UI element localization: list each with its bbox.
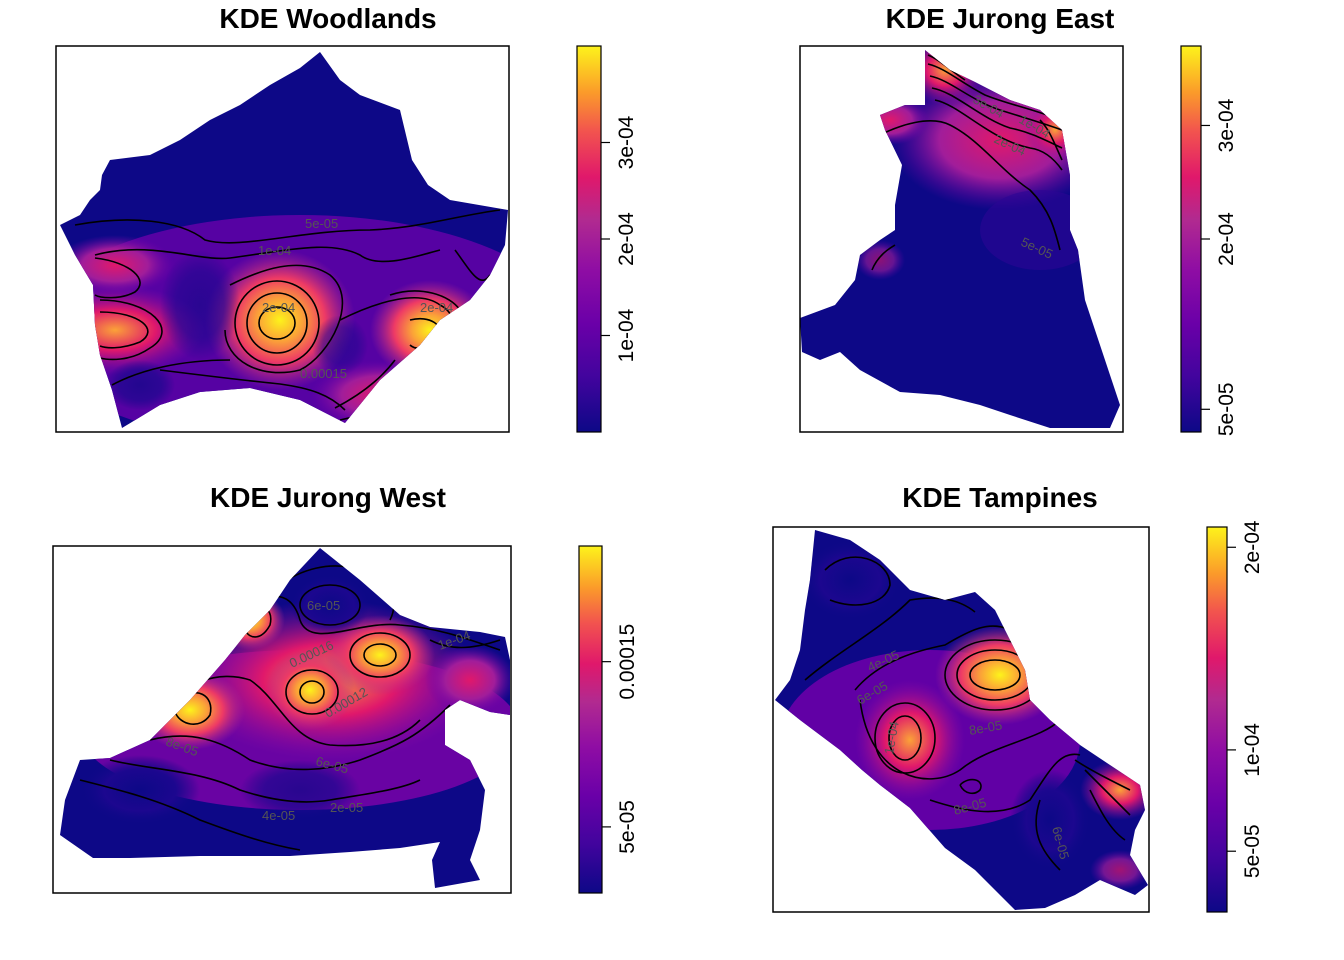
colorbar-gradient (578, 545, 603, 894)
density-surface: 5e-05 1e-04 2e-04 0.00015 2e-04 (60, 52, 508, 428)
contour-label: 2e-04 (262, 300, 295, 315)
colorbar-tick-label: 3e-04 (615, 115, 638, 169)
plot-frame (52, 545, 512, 894)
contour-label: 4e-05 (262, 808, 295, 823)
contour-label: 1e-04 (881, 720, 902, 755)
contour-label: 2e-05 (330, 800, 363, 815)
colorbar-tick-label: 1e-04 (1241, 723, 1264, 777)
colorbar-gradient (1206, 526, 1228, 913)
contour-labels: 5e-05 1e-04 2e-04 0.00015 2e-04 (258, 216, 453, 381)
colorbar-tick-label: 5e-05 (616, 800, 639, 854)
contour-label: 6e-05 (307, 598, 340, 613)
colorbar: 5e-05 2e-04 3e-04 (1180, 45, 1238, 436)
contour-label: 8e-05 (968, 717, 1003, 738)
chart-title: KDE Tampines (902, 482, 1098, 513)
density-surface: 6e-05 2e-05 8e-05 0.00016 1e-04 0.00012 … (60, 548, 510, 888)
contour-label: 5e-05 (305, 216, 338, 231)
contour-lines (871, 54, 1063, 271)
colorbar-tick-label: 2e-04 (615, 212, 638, 266)
panel-jurong-east: KDE Jurong East 5e-05 2e-04 1 (799, 3, 1238, 436)
contour-lines (74, 209, 501, 421)
colorbar-tick-label: 3e-04 (1215, 98, 1238, 152)
colorbar-tick-label: 5e-05 (1215, 382, 1238, 436)
chart-title: KDE Jurong East (886, 3, 1115, 34)
colorbar: 1e-04 2e-04 3e-04 (576, 45, 638, 433)
colorbar: 5e-05 0.00015 (578, 545, 639, 894)
contour-label: 0.00015 (300, 366, 347, 381)
colorbar-tick-label: 1e-04 (615, 308, 638, 362)
contour-label: 1e-04 (258, 243, 291, 258)
chart-title: KDE Woodlands (219, 3, 436, 34)
chart-title: KDE Jurong West (210, 482, 446, 513)
colorbar-gradient (576, 45, 602, 433)
colorbar-tick-label: 5e-05 (1241, 824, 1264, 878)
plot-frame (55, 45, 510, 433)
colorbar-tick-label: 0.00015 (616, 624, 639, 700)
plot-frame (799, 45, 1124, 433)
colorbar: 5e-05 1e-04 2e-04 (1206, 520, 1264, 913)
panel-jurong-west: KDE Jurong West (52, 482, 639, 894)
contour-label: 2e-04 (420, 300, 453, 315)
colorbar-tick-label: 2e-04 (1241, 520, 1264, 574)
contour-lines (804, 556, 1131, 871)
panel-woodlands: KDE Woodlands (55, 3, 638, 433)
density-surface: 4e-05 6e-05 8e-05 1e-04 8e-05 6e-05 (775, 530, 1148, 910)
colorbar-gradient (1180, 45, 1202, 433)
density-surface: 5e-05 2e-04 1e-04 3e-04 (800, 50, 1120, 428)
panel-tampines: KDE Tampines (772, 482, 1264, 913)
plot-frame (772, 526, 1150, 913)
colorbar-tick-label: 2e-04 (1215, 212, 1238, 266)
